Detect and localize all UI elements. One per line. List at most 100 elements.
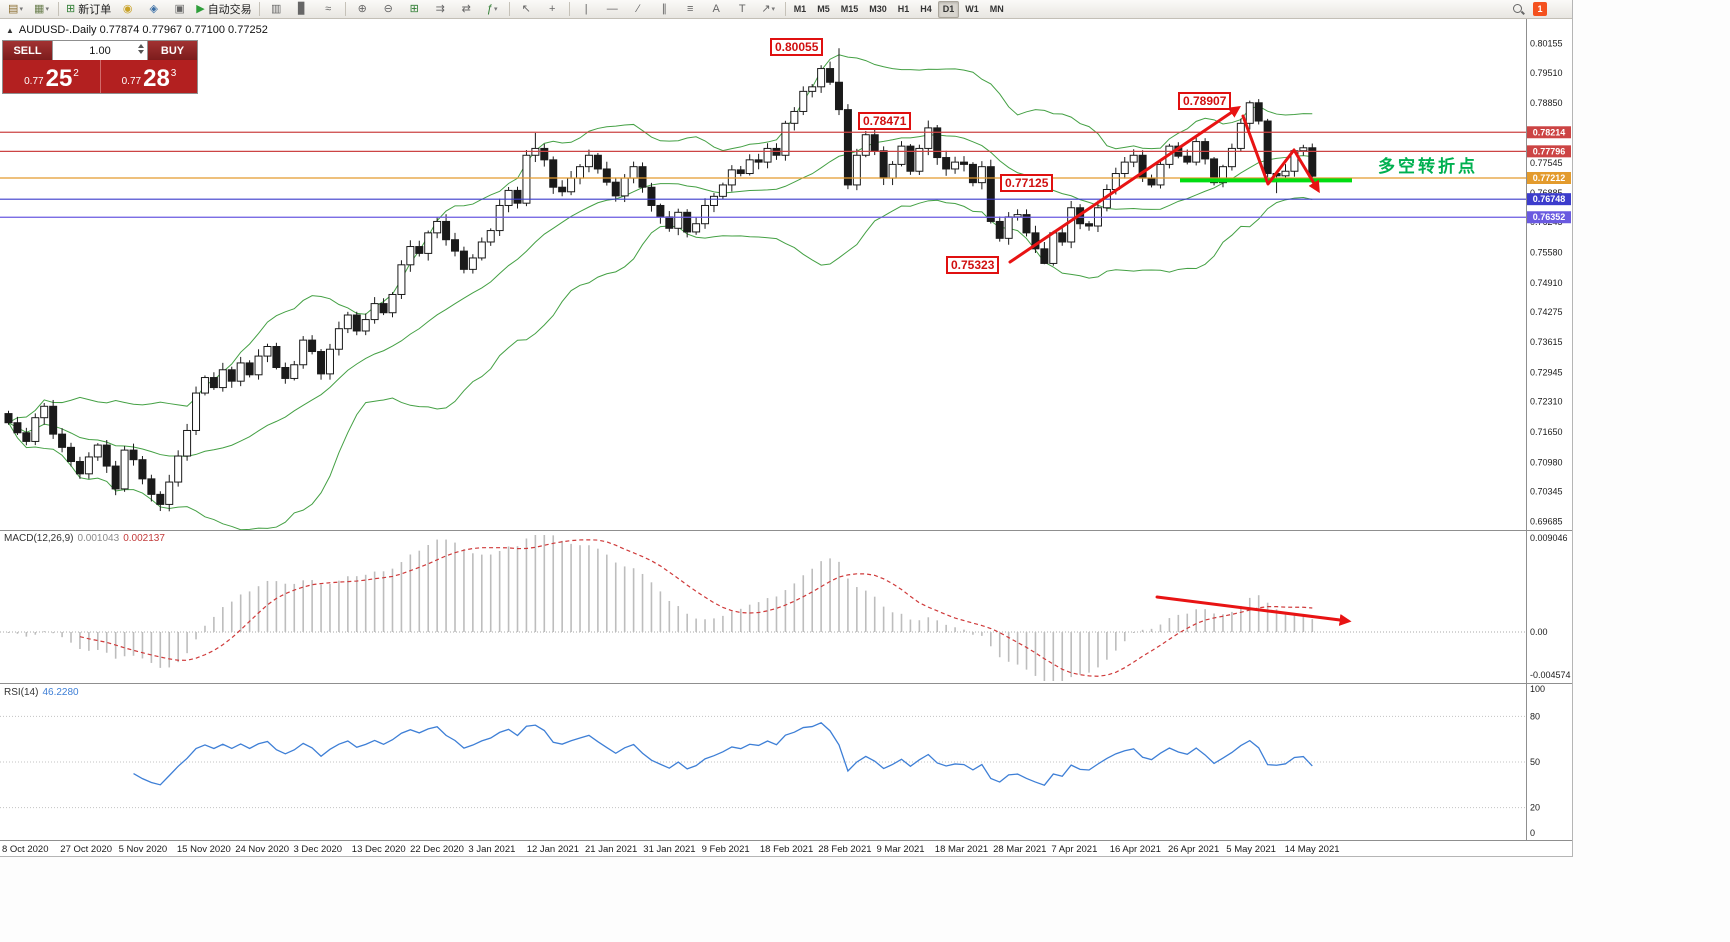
volume-spinner[interactable]: [138, 44, 144, 54]
macd-histogram-bar: [739, 608, 742, 632]
candle-body: [49, 405, 58, 435]
zoom-out-button[interactable]: ⊖: [376, 0, 401, 19]
trend-up-arrow[interactable]: [1008, 105, 1241, 264]
text-button[interactable]: A: [704, 0, 729, 19]
timeframe-m5[interactable]: M5: [817, 4, 830, 14]
timeframe-h4[interactable]: H4: [920, 4, 932, 14]
macd-pane[interactable]: [0, 535, 1526, 681]
candle-body: [165, 481, 174, 505]
candle-body: [799, 90, 808, 112]
candle-body: [317, 351, 326, 375]
macd-axis-label: -0.004574: [1530, 670, 1571, 680]
buy-price[interactable]: 0.77 28 3: [100, 60, 197, 93]
data-window-button[interactable]: ▣: [167, 0, 192, 19]
volume-input[interactable]: 1.00: [52, 41, 148, 60]
candle-body: [1058, 232, 1067, 243]
trendline-button[interactable]: ∕: [626, 0, 651, 19]
trade-panel-price-row: 0.77 25 2 0.77 28 3: [3, 60, 197, 93]
price-tick-label: 0.70980: [1530, 457, 1563, 467]
macd-histogram-bar: [623, 566, 626, 632]
macd-histogram-bar: [757, 602, 760, 632]
macd-histogram-bar: [132, 632, 135, 656]
horizontal-line-button[interactable]: —: [600, 0, 625, 19]
vertical-line-button[interactable]: |: [574, 0, 599, 19]
price-annotation[interactable]: 0.78471: [858, 112, 912, 130]
bollinger-lower-line[interactable]: [8, 196, 1313, 531]
macd-histogram-bar: [1293, 614, 1296, 632]
channel-button[interactable]: ∥: [652, 0, 677, 19]
macd-histogram-bar: [1007, 632, 1010, 662]
timeframe-m30[interactable]: M30: [869, 4, 887, 14]
price-tick-label: 0.78850: [1530, 98, 1563, 108]
chart-canvas[interactable]: 0.801550.795100.788500.781900.775450.768…: [0, 0, 1572, 856]
line-chart-button[interactable]: ≈: [316, 0, 341, 19]
notification-badge[interactable]: 1: [1533, 2, 1547, 16]
projection-zigzag-arrow[interactable]: [1241, 114, 1320, 194]
horizontal-line-icon: —: [606, 2, 618, 15]
candlestick-chart-button[interactable]: ▊: [290, 0, 315, 19]
timeframe-d1[interactable]: D1: [937, 0, 960, 18]
macd-histogram-bar: [436, 539, 438, 632]
macd-histogram-bar: [186, 632, 188, 654]
macd-histogram-bar: [168, 632, 171, 668]
rsi-axis-label: 80: [1530, 711, 1540, 721]
history-center-button[interactable]: ◉: [115, 0, 140, 19]
rsi-pane[interactable]: [0, 715, 1526, 809]
price-annotation[interactable]: 0.80055: [770, 38, 824, 56]
rsi-axis-label: 50: [1530, 757, 1540, 767]
price-annotation[interactable]: 0.77125: [1000, 174, 1054, 192]
candles-layer[interactable]: [4, 48, 1317, 512]
chart-title: ▲ AUDUSD-.Daily 0.77874 0.77967 0.77100 …: [6, 24, 268, 36]
rsi-value: 46.2280: [42, 687, 79, 698]
price-annotation[interactable]: 0.75323: [946, 256, 1000, 274]
macd-histogram-bar: [641, 573, 644, 632]
search-icon[interactable]: [1512, 3, 1525, 16]
sell-price[interactable]: 0.77 25 2: [3, 60, 100, 93]
macd-histogram-bar: [936, 620, 939, 632]
timeframe-m15[interactable]: M15: [840, 4, 859, 14]
macd-trend-arrow[interactable]: [1155, 595, 1352, 626]
timeframe-m1[interactable]: M1: [793, 4, 807, 14]
candle-body: [147, 478, 156, 495]
cursor-button[interactable]: ↖: [514, 0, 539, 19]
accounts-button[interactable]: ◈: [141, 0, 166, 19]
fibonacci-button[interactable]: ≡: [678, 0, 703, 19]
macd-histogram-bar: [1231, 611, 1233, 632]
price-annotation[interactable]: 0.78907: [1178, 92, 1232, 110]
price-tick-label: 0.76885: [1530, 188, 1563, 198]
spinner-up-icon[interactable]: [138, 44, 144, 48]
label-button[interactable]: T: [730, 0, 755, 19]
text-icon: A: [712, 2, 720, 15]
toolbar-separator: [508, 2, 510, 16]
timeframe-h1[interactable]: H1: [897, 4, 910, 14]
macd-histogram-bar: [7, 632, 10, 633]
turning-point-note[interactable]: 多空转折点: [1378, 157, 1478, 176]
timeframe-w1[interactable]: W1: [965, 4, 979, 14]
tile-windows-button[interactable]: ⊞: [402, 0, 427, 19]
sell-button[interactable]: SELL: [3, 41, 52, 60]
macd-histogram-bar: [1025, 632, 1028, 670]
auto-scroll-button[interactable]: ⇉: [428, 0, 453, 19]
macd-histogram-bar: [1284, 613, 1287, 632]
new-chart-button[interactable]: ▤ ▾: [3, 0, 28, 19]
candle-body: [58, 433, 67, 448]
indicators-button[interactable]: ƒ ▾: [480, 0, 505, 19]
price-axis[interactable]: 0.801550.795100.788500.781900.775450.768…: [1527, 39, 1571, 838]
candle-body: [486, 230, 495, 243]
candle-body: [674, 211, 683, 229]
bar-chart-button[interactable]: ▥: [264, 0, 289, 19]
zoom-in-button[interactable]: ⊕: [350, 0, 375, 19]
arrows-tool-button[interactable]: ↗ ▾: [756, 0, 781, 19]
candle-body: [701, 204, 710, 225]
timeframe-mn[interactable]: MN: [989, 4, 1004, 14]
crosshair-button[interactable]: +: [540, 0, 565, 19]
collapse-panel-icon[interactable]: ▲: [6, 25, 14, 35]
profiles-button[interactable]: ▦ ▾: [29, 0, 54, 19]
date-label: 15 Nov 2020: [177, 844, 231, 855]
time-axis[interactable]: 8 Oct 2020 27 Oct 2020 5 Nov 2020 15 Nov 20…: [2, 844, 1340, 855]
new-order-button[interactable]: ⊞ 新订单: [63, 0, 114, 19]
autotrading-button[interactable]: ▶ 自动交易: [193, 0, 254, 19]
spinner-down-icon[interactable]: [138, 50, 144, 54]
chart-shift-button[interactable]: ⇄: [454, 0, 479, 19]
buy-button[interactable]: BUY: [148, 41, 197, 60]
